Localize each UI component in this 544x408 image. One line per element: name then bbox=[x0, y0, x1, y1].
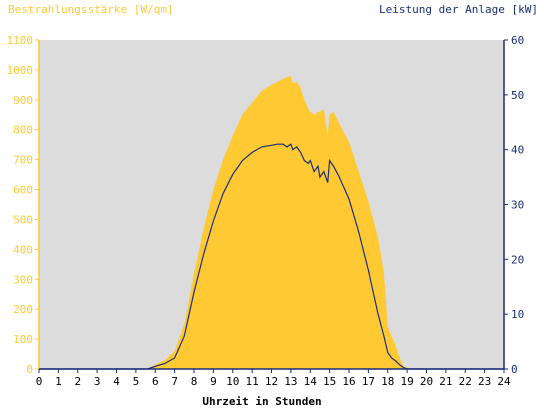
x-tick-label: 12 bbox=[265, 375, 278, 388]
left-tick-label: 1000 bbox=[7, 64, 34, 77]
x-tick-label: 10 bbox=[226, 375, 239, 388]
x-tick-label: 7 bbox=[171, 375, 178, 388]
x-tick-label: 4 bbox=[113, 375, 120, 388]
left-tick-label: 200 bbox=[13, 303, 33, 316]
x-tick-label: 5 bbox=[133, 375, 140, 388]
right-axis-title: Leistung der Anlage [kW] bbox=[379, 3, 538, 16]
x-tick-label: 8 bbox=[191, 375, 198, 388]
x-tick-label: 6 bbox=[152, 375, 159, 388]
x-tick-label: 9 bbox=[210, 375, 217, 388]
power-line bbox=[39, 143, 504, 370]
left-axis-title: Bestrahlungsstärke [W/qm] bbox=[8, 3, 174, 16]
x-tick-label: 15 bbox=[323, 375, 336, 388]
x-tick-label: 19 bbox=[401, 375, 414, 388]
x-tick-label: 22 bbox=[459, 375, 472, 388]
x-tick-label: 3 bbox=[94, 375, 101, 388]
x-tick-label: 24 bbox=[497, 375, 511, 388]
right-tick-label: 60 bbox=[511, 34, 524, 47]
x-tick-label: 1 bbox=[55, 375, 62, 388]
x-tick-label: 20 bbox=[420, 375, 433, 388]
left-tick-label: 100 bbox=[13, 333, 33, 346]
left-tick-label: 600 bbox=[13, 184, 33, 197]
left-tick-label: 700 bbox=[13, 154, 33, 167]
axes: 0100200300400500600700800900100011000102… bbox=[7, 34, 525, 388]
left-tick-label: 900 bbox=[13, 94, 33, 107]
left-tick-label: 400 bbox=[13, 243, 33, 256]
right-tick-label: 50 bbox=[511, 89, 524, 102]
left-tick-label: 800 bbox=[13, 124, 33, 137]
x-tick-label: 11 bbox=[246, 375, 259, 388]
x-tick-label: 17 bbox=[362, 375, 375, 388]
right-tick-label: 40 bbox=[511, 144, 524, 157]
irradiance-area bbox=[39, 75, 504, 370]
left-tick-label: 500 bbox=[13, 213, 33, 226]
left-tick-label: 1100 bbox=[7, 34, 34, 47]
x-tick-label: 16 bbox=[342, 375, 355, 388]
left-tick-label: 300 bbox=[13, 273, 33, 286]
data-marks bbox=[39, 75, 504, 370]
x-tick-label: 0 bbox=[36, 375, 43, 388]
left-tick-label: 0 bbox=[26, 363, 33, 376]
x-tick-label: 23 bbox=[478, 375, 491, 388]
right-tick-label: 0 bbox=[511, 363, 518, 376]
x-tick-label: 21 bbox=[439, 375, 452, 388]
right-tick-label: 30 bbox=[511, 199, 524, 212]
x-tick-label: 2 bbox=[74, 375, 81, 388]
x-tick-label: 13 bbox=[284, 375, 297, 388]
x-axis-title: Uhrzeit in Stunden bbox=[202, 395, 321, 408]
right-tick-label: 10 bbox=[511, 308, 524, 321]
x-tick-label: 18 bbox=[381, 375, 394, 388]
x-tick-label: 14 bbox=[304, 375, 318, 388]
right-tick-label: 20 bbox=[511, 253, 524, 266]
